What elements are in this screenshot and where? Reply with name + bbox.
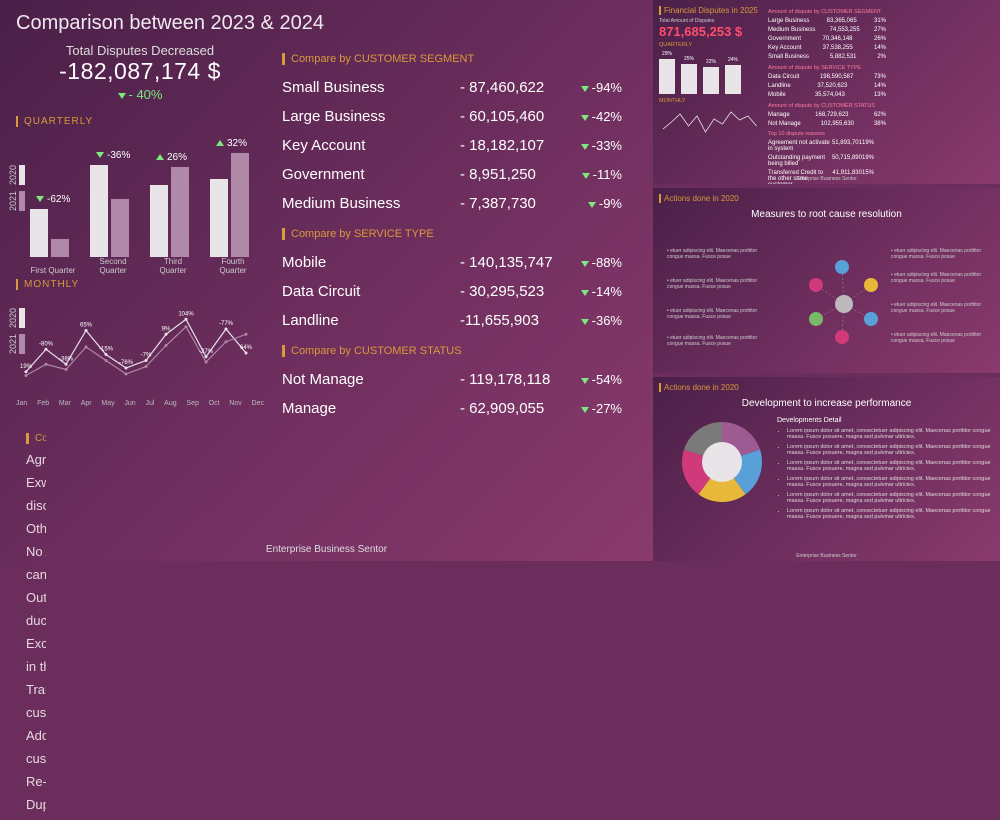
year-legend: 2020 2021 [8,165,25,217]
t1-total: 871,685,253 $ [659,24,764,39]
t1-quarter-bars: 29%25%22%24% [659,52,764,94]
middle-column: Compare by CUSTOMER SEGMENT Small Busine… [282,43,622,423]
t3-pie-chart [677,417,767,507]
status-heading: Compare by CUSTOMER STATUS [282,345,622,357]
left-column: Total Disputes Decreased -182,087,174 $ … [16,43,264,418]
quarterly-bar-chart: 2020 2021 First Quarter-62%Second Quarte… [16,135,264,275]
month-labels: JanFebMarAprMayJunJulAugSepOctNovDec [16,400,264,407]
monthly-svg: 19% -80% -38% 65% -15% -76% -7% 9% 104% -27% -77% 6… [16,298,264,393]
svg-text:-38%: -38% [59,356,74,362]
segment-heading: Compare by CUSTOMER SEGMENT [282,53,622,65]
monthly-heading: MONTHLY [16,279,264,290]
thumb-root-cause[interactable]: Actions done in 2020 Measures to root ca… [653,188,1000,372]
svg-text:104%: 104% [178,311,194,317]
t1-mgr-head: Amount of dispute by CUSTOMER STATUS [768,103,886,109]
t2-diagram: • etuer adipiscing elit. Maecenas portti… [659,230,994,340]
svg-text:64%: 64% [240,345,253,351]
t1-q-label: QUARTERLY [659,42,764,48]
t3-footer: Enterprise Business Sentor [653,553,1000,559]
compare-row: Landline-11,655,903-36% [282,306,622,335]
arrow-down-icon [118,93,126,99]
footer-text: Enterprise Business Sentor [0,544,653,555]
compare-row: Manage- 62,909,055-27% [282,394,622,423]
right-cutoff-column: Com AgrmExwwdiscoOthqNo AcancOutsduceExc… [26,423,46,820]
compare-row: Data Circuit- 30,295,523-14% [282,277,622,306]
compare-row: Large Business- 60,105,460-42% [282,102,622,131]
t1-monthly-line [659,109,759,144]
compare-row: Not Manage- 119,178,118-54% [282,365,622,394]
monthly-line-chart: 2020 2021 19%-80%-38%65%-15%-76%-7%9%104… [16,298,264,418]
compare-row: Medium Business- 7,387,730-9% [282,189,622,218]
t1-svc-head: Amount of dispute by SERVICE TYPE [768,65,886,71]
svg-text:-80%: -80% [39,341,54,347]
total-label: Total Disputes Decreased [16,43,264,58]
service-heading: Compare by SERVICE TYPE [282,228,622,240]
t1-footer: Enterprise Business Sentor [653,176,1000,182]
service-rows: Mobile- 140,135,747-88%Data Circuit- 30,… [282,248,622,335]
thumbnail-column: Financial Disputes in 2025 Total Amount … [653,0,1000,561]
t1-m-label: MONTHLY [659,98,764,104]
t3-title: Development to increase performance [659,398,994,409]
total-value: -182,087,174 $ [16,58,264,85]
svg-text:-27%: -27% [199,349,214,355]
status-rows: Not Manage- 119,178,118-54%Manage- 62,90… [282,365,622,423]
cutoff-heading: Com [26,433,46,444]
compare-row: Small Business- 87,460,622-94% [282,73,622,102]
t3-bullet-list: Developments Detail Lorem ipsum dolor si… [777,417,994,524]
t3-panel-label: Actions done in 2020 [659,383,994,392]
t2-title: Measures to root cause resolution [659,209,994,220]
segment-rows: Small Business- 87,460,622-94%Large Busi… [282,73,622,218]
thumb-financial-disputes[interactable]: Financial Disputes in 2025 Total Amount … [653,0,1000,184]
compare-row: Key Account- 18,182,107-33% [282,131,622,160]
t3-list-head: Developments Detail [777,417,994,424]
svg-text:19%: 19% [20,364,33,370]
page-title: Comparison between 2023 & 2024 [16,12,637,35]
svg-text:-77%: -77% [219,321,234,327]
t2-panel-label: Actions done in 2020 [659,194,994,203]
svg-text:-76%: -76% [119,360,134,366]
svg-text:65%: 65% [80,323,93,329]
t1-reason-head: Top 10 dispute reasons [768,131,874,137]
year-legend-monthly: 2020 2021 [8,308,25,360]
quarterly-heading: QUARTERLY [16,116,264,127]
total-disputes-block: Total Disputes Decreased -182,087,174 $ … [16,43,264,102]
thumb-development[interactable]: Actions done in 2020 Development to incr… [653,377,1000,561]
svg-text:-15%: -15% [99,347,114,353]
t1-seg-head: Amount of dispute by CUSTOMER SEGMENT [768,9,886,15]
compare-row: Mobile- 140,135,747-88% [282,248,622,277]
compare-row: Government- 8,951,250-11% [282,160,622,189]
svg-text:9%: 9% [162,326,171,332]
t1-title: Financial Disputes in 2025 [659,6,764,15]
svg-text:-7%: -7% [141,353,152,359]
main-comparison-panel: Comparison between 2023 & 2024 Total Dis… [0,0,653,561]
total-pct: - 40% [16,87,264,102]
